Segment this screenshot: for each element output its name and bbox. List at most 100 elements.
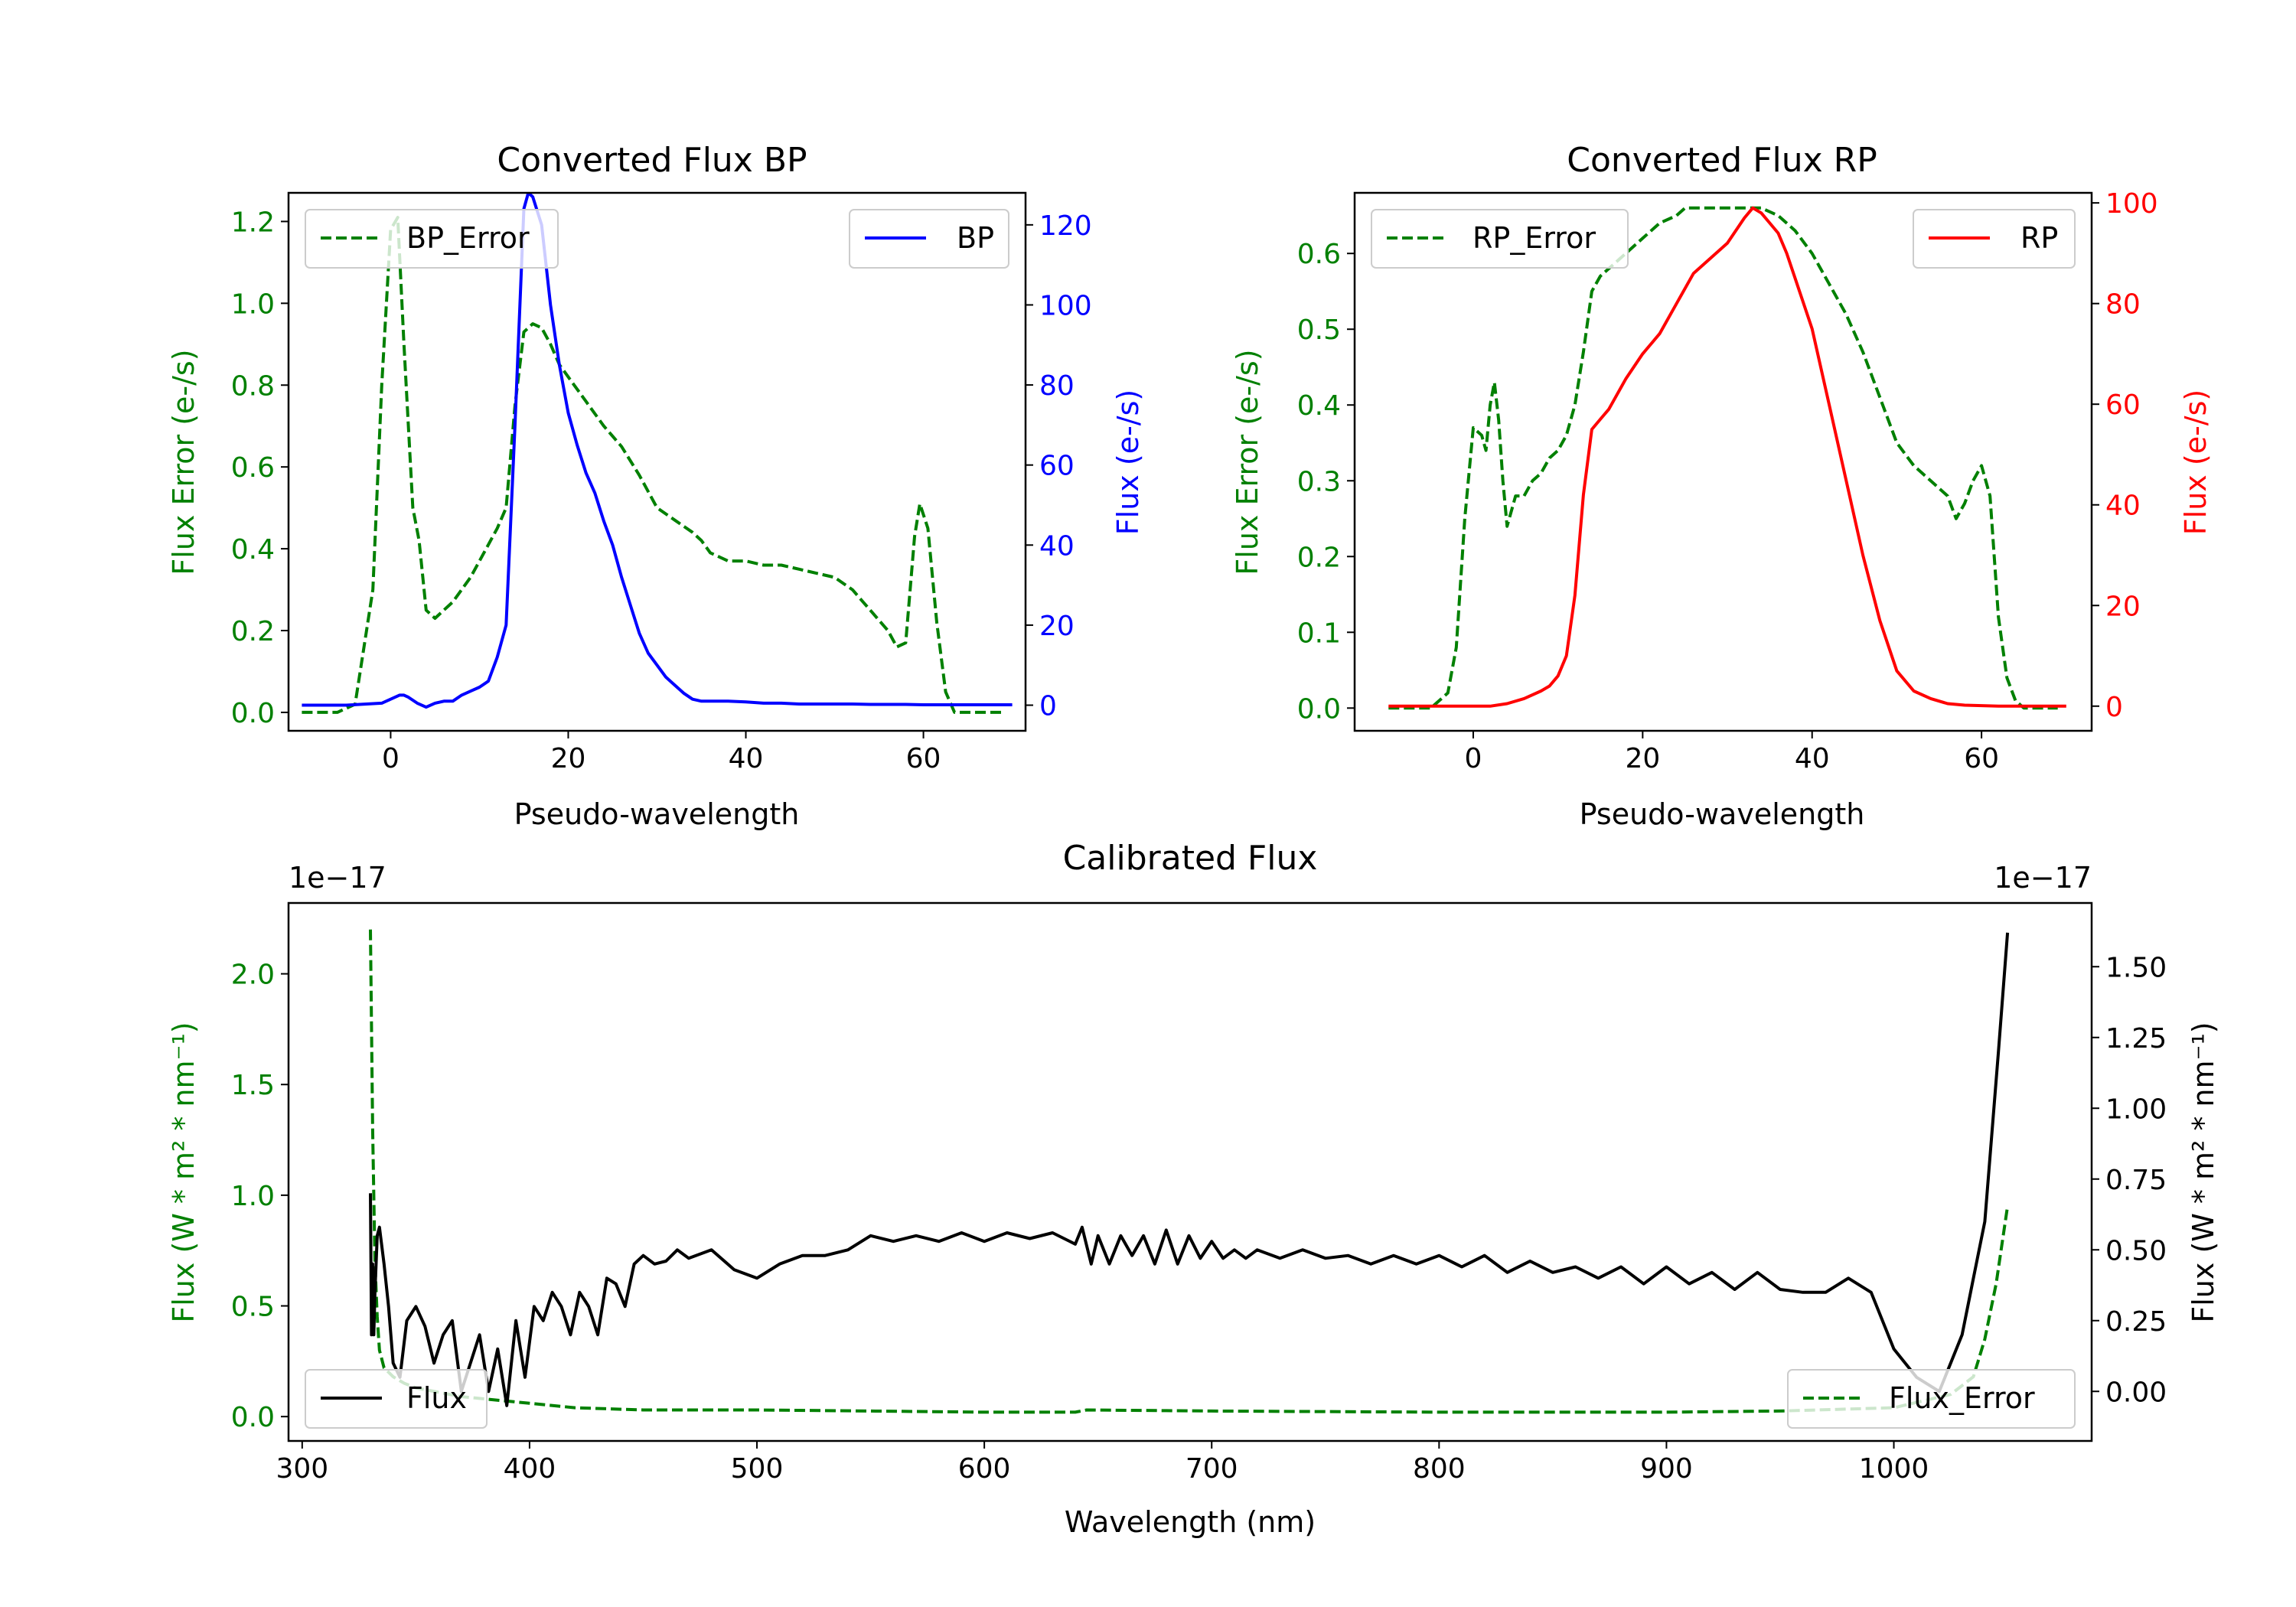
cal-offset-right: 1e−17: [1994, 861, 2092, 895]
bp-xtick-label: 20: [551, 743, 586, 774]
cal-ytick-right-label: 0.75: [2105, 1165, 2167, 1196]
cal-legend-left[interactable]: Flux: [305, 1369, 488, 1429]
bp-panel: Converted Flux BP 0 20 40 60 0.0 0.2 0.4 0.6 0.8…: [167, 141, 1145, 831]
cal-legend-left-label: Flux: [406, 1381, 467, 1415]
bp-ylabel-left: Flux Error (e-/s): [167, 349, 201, 575]
cal-offset-left: 1e−17: [289, 861, 386, 895]
cal-ytick-left-label: 2.0: [231, 960, 275, 991]
cal-xtick-label: 600: [958, 1453, 1011, 1485]
rp-ytick-right-label: 40: [2105, 491, 2141, 522]
rp-xtick-label: 60: [1964, 743, 1999, 774]
cal-xtick-label: 300: [276, 1453, 328, 1485]
cal-xlabel: Wavelength (nm): [1065, 1505, 1316, 1539]
bp-ytick-left-label: 0.4: [231, 534, 275, 566]
cal-ticks-layer: 300 400 500 600 700 800 900 1000 0.0 0.5 1.0 1.5 2.0…: [231, 952, 2167, 1485]
cal-ytick-right-label: 1.50: [2105, 952, 2167, 983]
cal-ytick-left-label: 1.0: [231, 1181, 275, 1212]
bp-series-bp: [302, 193, 1013, 709]
cal-ytick-left-label: 0.5: [231, 1292, 275, 1323]
bp-ytick-left-label: 1.2: [231, 207, 275, 238]
rp-ytick-left-label: 0.0: [1297, 693, 1341, 725]
cal-xtick-label: 900: [1640, 1453, 1693, 1485]
bp-xlabel: Pseudo-wavelength: [514, 797, 800, 831]
rp-series-layer: [1388, 206, 2066, 710]
rp-xlabel: Pseudo-wavelength: [1580, 797, 1865, 831]
bp-ytick-left-label: 0.8: [231, 370, 275, 402]
bp-ytick-right-label: 120: [1039, 210, 1092, 242]
bp-ytick-left-label: 1.0: [231, 288, 275, 320]
rp-ytick-left-label: 0.6: [1297, 239, 1341, 270]
bp-ylabel-right: Flux (e-/s): [1111, 390, 1145, 535]
rp-axes-frame: [1353, 191, 2093, 732]
cal-xtick-label: 500: [731, 1453, 784, 1485]
rp-ytick-right-label: 100: [2105, 188, 2158, 220]
cal-axes-frame: [287, 901, 2093, 1442]
bp-ytick-right-label: 0: [1039, 691, 1057, 722]
bp-legend-left-label: BP_Error: [406, 221, 530, 255]
rp-legend-right-label: RP: [2020, 221, 2058, 255]
rp-ylabel-right: Flux (e-/s): [2179, 390, 2213, 535]
cal-xtick-label: 400: [504, 1453, 556, 1485]
bp-axes-frame: [287, 191, 1027, 732]
bp-xtick-label: 0: [382, 743, 400, 774]
rp-xtick-label: 40: [1795, 743, 1830, 774]
cal-ylabel-left: Flux (W * m² * nm⁻¹): [167, 1022, 201, 1322]
rp-legend-left[interactable]: RP_Error: [1371, 209, 1629, 269]
bp-title: Converted Flux BP: [497, 141, 807, 180]
cal-series-flux: [369, 932, 2010, 1407]
bp-ytick-left-label: 0.0: [231, 698, 275, 729]
bp-ticks-layer: 0 20 40 60 0.0 0.2 0.4 0.6 0.8 1.0 1.2 0 20 40 60 80 100…: [231, 207, 1092, 774]
cal-xtick-label: 1000: [1859, 1453, 1929, 1485]
bp-ytick-left-label: 0.2: [231, 616, 275, 647]
rp-ytick-right-label: 20: [2105, 591, 2141, 622]
rp-ytick-right-label: 80: [2105, 289, 2141, 321]
bp-xtick-label: 60: [906, 743, 941, 774]
cal-title: Calibrated Flux: [1063, 839, 1318, 878]
cal-series-layer: [369, 929, 2010, 1414]
bp-ytick-right-label: 40: [1039, 530, 1075, 562]
cal-ytick-right-label: 0.00: [2105, 1377, 2167, 1408]
bp-ytick-left-label: 0.6: [231, 452, 275, 484]
bp-ytick-right-label: 20: [1039, 611, 1075, 642]
rp-legend-right[interactable]: RP: [1913, 209, 2076, 269]
rp-ytick-left-label: 0.1: [1297, 618, 1341, 649]
rp-ytick-right-label: 0: [2105, 692, 2123, 723]
rp-ticks-layer: 0 20 40 60 0.0 0.1 0.2 0.3 0.4 0.5 0.6 0 20 40 60 80 100: [1297, 188, 2158, 774]
cal-series-flux-error: [369, 929, 2010, 1414]
calibrated-panel: Calibrated Flux 1e−17 1e−17 300 400 500 600…: [167, 839, 2220, 1539]
cal-xtick-label: 800: [1413, 1453, 1466, 1485]
rp-title: Converted Flux RP: [1567, 141, 1877, 180]
bp-ytick-right-label: 80: [1039, 370, 1075, 402]
cal-legend-right[interactable]: Flux_Error: [1787, 1369, 2076, 1429]
cal-ytick-right-label: 0.50: [2105, 1235, 2167, 1266]
rp-panel: Converted Flux RP 0 20 40 60 0.0 0.1 0.2 0.3 0.4…: [1231, 141, 2213, 831]
rp-ytick-left-label: 0.3: [1297, 466, 1341, 497]
bp-ytick-right-label: 100: [1039, 290, 1092, 321]
rp-series-rp: [1388, 206, 2066, 708]
cal-ylabel-right: Flux (W * m² * nm⁻¹): [2187, 1022, 2220, 1322]
rp-ytick-left-label: 0.5: [1297, 315, 1341, 346]
rp-ytick-right-label: 60: [2105, 390, 2141, 421]
rp-xtick-label: 0: [1465, 743, 1482, 774]
cal-ytick-right-label: 1.25: [2105, 1023, 2167, 1054]
bp-legend-right-label: BP: [957, 221, 994, 255]
cal-ytick-right-label: 1.00: [2105, 1094, 2167, 1125]
cal-legend-right-label: Flux_Error: [1889, 1381, 2035, 1415]
cal-ytick-left-label: 1.5: [231, 1070, 275, 1101]
cal-xtick-label: 700: [1186, 1453, 1238, 1485]
bp-ytick-right-label: 60: [1039, 451, 1075, 482]
rp-series-rp-error: [1388, 206, 2058, 710]
cal-ytick-left-label: 0.0: [231, 1402, 275, 1433]
rp-ytick-left-label: 0.4: [1297, 390, 1341, 422]
bp-legend-left[interactable]: BP_Error: [305, 209, 559, 269]
rp-ytick-left-label: 0.2: [1297, 542, 1341, 573]
rp-legend-left-label: RP_Error: [1473, 221, 1596, 255]
rp-xtick-label: 20: [1625, 743, 1660, 774]
rp-ylabel-left: Flux Error (e-/s): [1231, 349, 1264, 575]
bp-legend-right[interactable]: BP: [849, 209, 1009, 269]
bp-series-layer: [302, 193, 1013, 714]
bp-xtick-label: 40: [729, 743, 764, 774]
cal-ytick-right-label: 0.25: [2105, 1306, 2167, 1338]
bp-series-bp-error: [302, 216, 1003, 714]
